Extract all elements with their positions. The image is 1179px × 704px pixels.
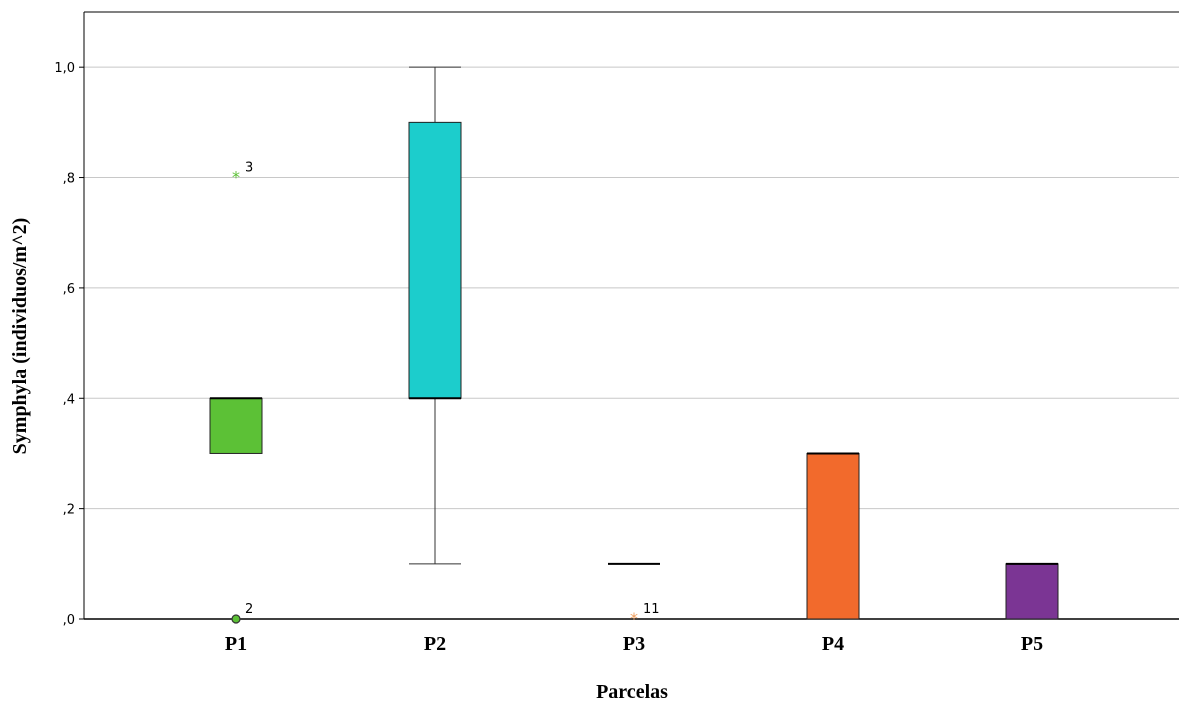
x-tick-label: P2	[424, 633, 446, 655]
y-tick-label: 1,0	[54, 61, 75, 76]
x-tick-label: P5	[1021, 633, 1043, 655]
boxes: * 3 2 * 11	[209, 66, 1059, 628]
y-axis-title: Symphyla (individuos/m^2)	[9, 218, 31, 455]
x-tick-label: P3	[623, 633, 645, 655]
tick-labels: ,0 ,2 ,4 ,6 ,8 1,0 P1 P2 P3 P4 P5	[54, 61, 1043, 655]
box-p4	[806, 452, 860, 620]
outlier-point: *	[232, 168, 240, 187]
outlier-label: 2	[245, 602, 253, 617]
box-p1: * 3 2	[209, 161, 263, 624]
box-p3: * 11	[608, 562, 660, 628]
box-p2	[408, 66, 462, 565]
box-body	[408, 121, 462, 399]
x-tick-label: P1	[225, 633, 247, 655]
outlier-point: *	[630, 609, 638, 628]
y-tick-label: ,4	[63, 392, 75, 407]
box-body	[1005, 563, 1059, 620]
y-tick-label: ,6	[63, 282, 75, 297]
outlier-point	[231, 614, 241, 624]
outlier-label: 3	[245, 161, 253, 176]
y-tick-label: ,2	[63, 503, 75, 518]
x-axis-title: Parcelas	[596, 681, 668, 703]
box-body	[806, 452, 860, 620]
box-p5	[1005, 562, 1059, 620]
box-body	[209, 397, 263, 454]
axes	[79, 11, 1179, 620]
y-tick-label: ,0	[63, 613, 75, 628]
x-tick-label: P4	[822, 633, 844, 655]
gridlines	[84, 66, 1179, 510]
y-tick-label: ,8	[63, 172, 75, 187]
outlier-label: 11	[643, 602, 660, 617]
